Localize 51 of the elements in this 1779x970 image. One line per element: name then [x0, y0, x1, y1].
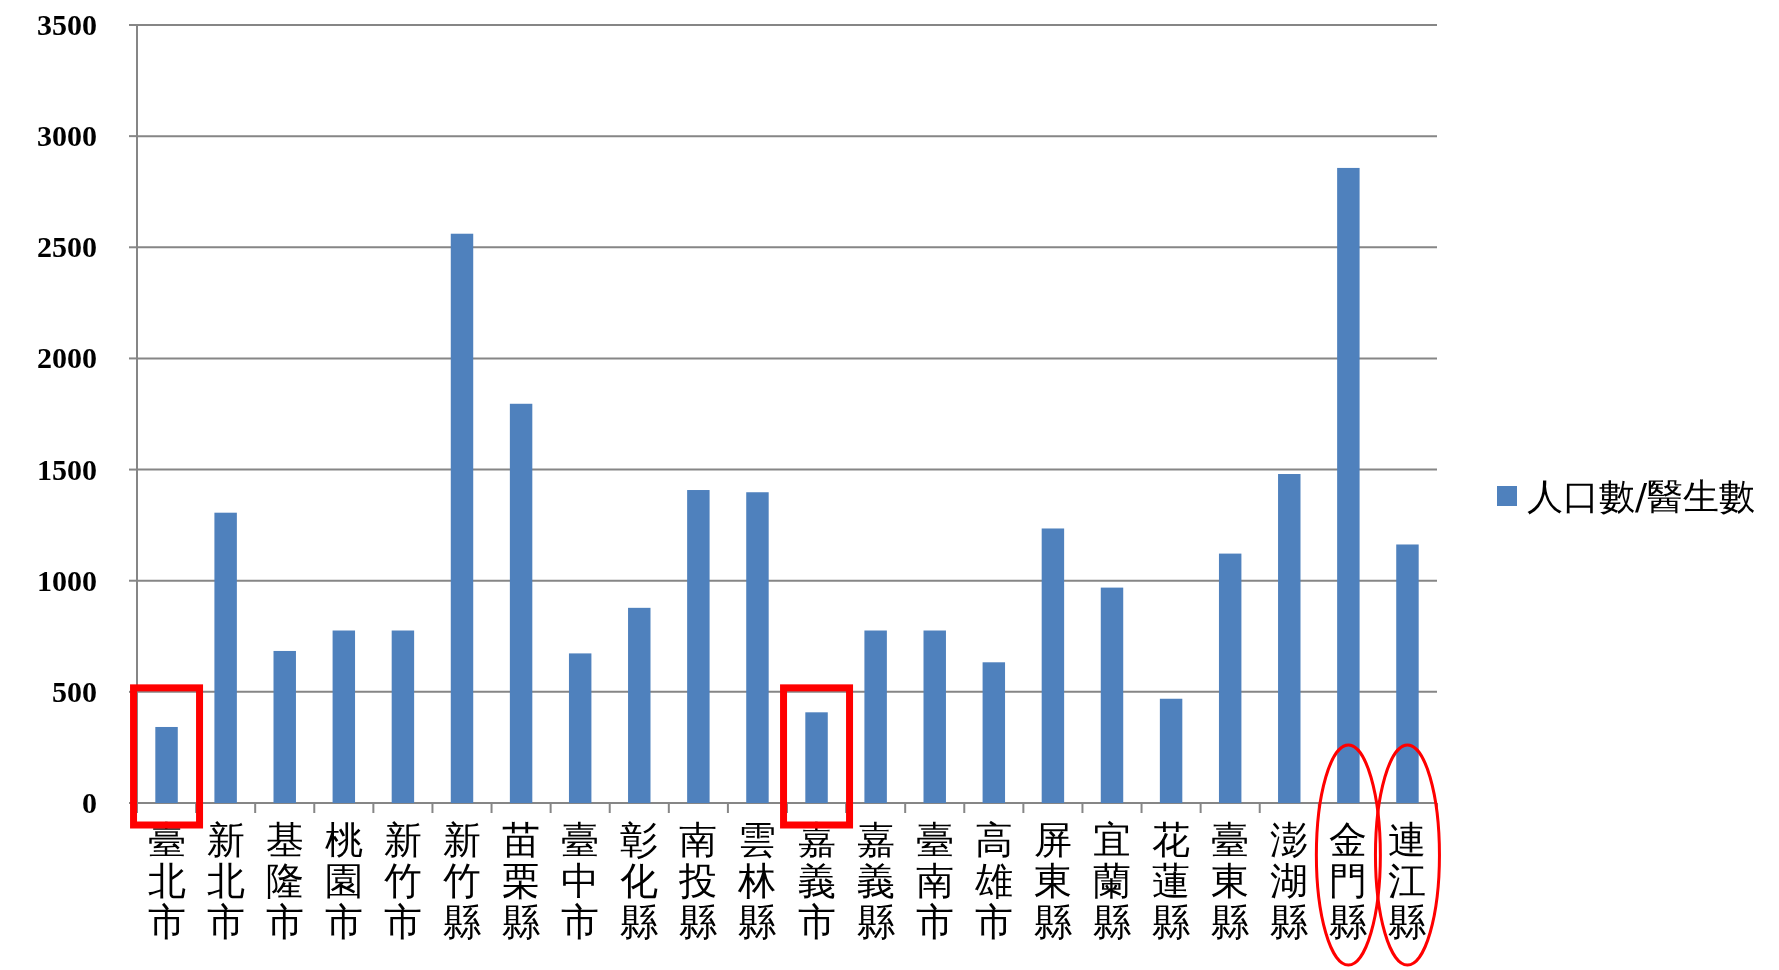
x-tick-label: 嘉義縣	[856, 818, 895, 944]
bar	[1278, 474, 1301, 803]
y-tick-label: 2000	[37, 341, 97, 375]
y-tick-label: 3500	[37, 8, 97, 41]
y-tick-label: 1500	[37, 452, 97, 486]
bar	[628, 607, 651, 803]
bar	[1100, 587, 1124, 803]
bar	[982, 662, 1006, 803]
x-tick-label: 基隆市	[265, 818, 304, 944]
bar	[1159, 698, 1183, 803]
bar	[391, 630, 415, 803]
x-tick-label: 桃園市	[324, 818, 363, 944]
x-tick-label: 臺東縣	[1211, 818, 1250, 944]
y-tick-label: 2500	[37, 230, 97, 264]
y-tick-label: 1000	[37, 563, 97, 597]
bar	[1041, 528, 1065, 803]
bar	[923, 630, 946, 803]
x-tick-label: 南投縣	[678, 818, 718, 944]
x-tick-label: 雲林縣	[737, 818, 777, 944]
x-tick-label: 連江縣	[1388, 818, 1427, 944]
bar	[746, 492, 769, 803]
bar	[687, 490, 710, 803]
bar	[1337, 167, 1360, 803]
y-tick-label: 0	[82, 786, 97, 819]
x-tick-label: 金門縣	[1329, 818, 1368, 944]
x-tick-label: 彰化縣	[620, 818, 659, 944]
y-tick-label: 3000	[37, 119, 97, 153]
x-tick-label: 新竹縣	[443, 818, 481, 944]
bar	[214, 512, 237, 803]
bar	[805, 712, 828, 803]
x-tick-label: 高雄市	[973, 818, 1013, 944]
bar	[864, 630, 887, 803]
bar	[1218, 553, 1242, 803]
x-tick-label: 新竹市	[383, 818, 422, 944]
x-tick-label: 屏東縣	[1033, 818, 1072, 944]
bar	[509, 403, 533, 803]
bar	[332, 630, 356, 803]
bar	[1396, 544, 1419, 803]
x-tick-label: 苗栗縣	[502, 818, 541, 944]
x-tick-label: 新北市	[206, 818, 245, 944]
x-tick-label: 宜蘭縣	[1093, 818, 1131, 944]
x-tick-label: 臺中市	[561, 818, 600, 944]
x-tick-label: 澎湖縣	[1270, 818, 1309, 944]
x-tick-label: 花蓮縣	[1152, 818, 1191, 944]
bar	[568, 653, 592, 803]
bar	[155, 726, 178, 803]
x-tick-label: 臺南市	[915, 818, 954, 944]
bar	[273, 650, 296, 803]
y-tick-label: 500	[52, 674, 97, 708]
legend-label: 人口數/醫生數	[1527, 476, 1756, 517]
bar	[450, 233, 474, 803]
